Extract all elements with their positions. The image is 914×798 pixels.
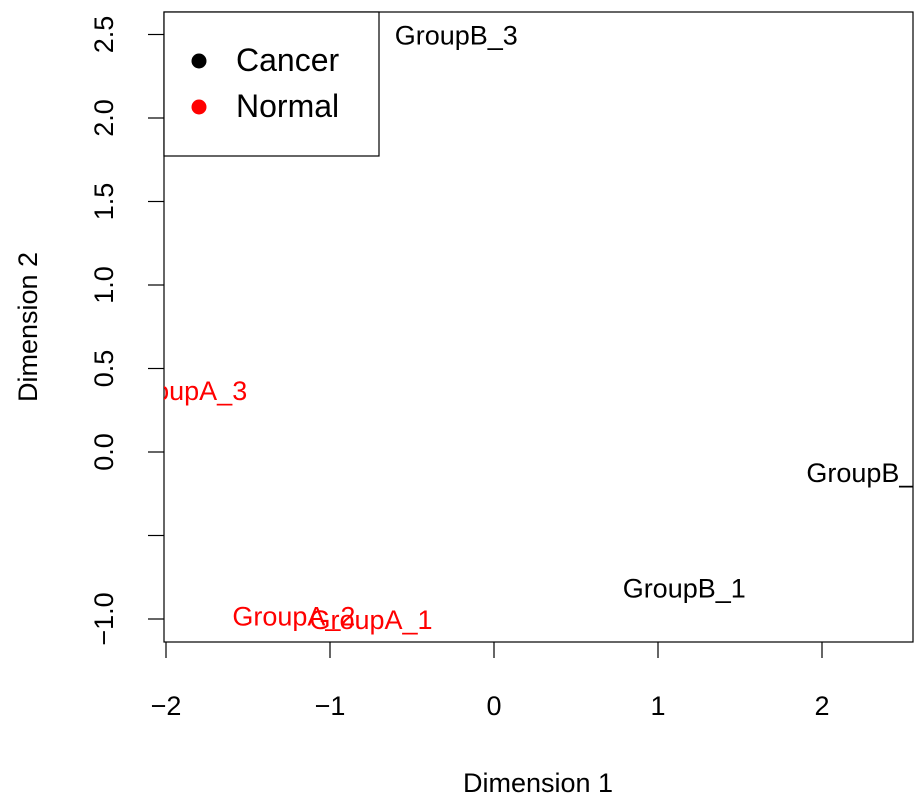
legend-label-cancer: Cancer xyxy=(236,42,340,78)
y-axis-title: Dimension 2 xyxy=(13,252,43,402)
y-tick-label: −1.0 xyxy=(89,592,119,645)
y-tick-label: 2.0 xyxy=(89,99,119,137)
y-tick-label: 1.5 xyxy=(89,183,119,221)
legend: Cancer Normal xyxy=(164,12,379,156)
point-label-groupa-1: GroupA_1 xyxy=(309,605,432,635)
x-tick-label: −1 xyxy=(315,691,346,721)
y-axis: −1.0 0.0 0.5 1.0 1.5 2.0 2.5 xyxy=(89,16,164,646)
point-label-groupa-3: GroupA_3 xyxy=(124,376,247,406)
x-axis-title: Dimension 1 xyxy=(463,768,613,798)
y-tick-label: 1.0 xyxy=(89,266,119,304)
point-label-groupb-2: GroupB_2 xyxy=(806,458,914,488)
legend-box xyxy=(164,12,379,156)
y-tick-label: 2.5 xyxy=(89,16,119,54)
y-tick-label: 0.0 xyxy=(89,433,119,471)
x-tick-label: 1 xyxy=(650,691,665,721)
legend-marker-normal xyxy=(192,100,207,115)
x-tick-label: 0 xyxy=(486,691,501,721)
legend-marker-cancer xyxy=(192,54,207,69)
legend-label-normal: Normal xyxy=(236,88,339,124)
y-tick-label: 0.5 xyxy=(89,350,119,388)
x-tick-label: 2 xyxy=(814,691,829,721)
point-label-groupb-3: GroupB_3 xyxy=(395,21,518,51)
x-tick-label: −2 xyxy=(151,691,182,721)
point-label-groupb-1: GroupB_1 xyxy=(623,573,746,603)
x-axis: −2 −1 0 1 2 xyxy=(151,642,830,721)
